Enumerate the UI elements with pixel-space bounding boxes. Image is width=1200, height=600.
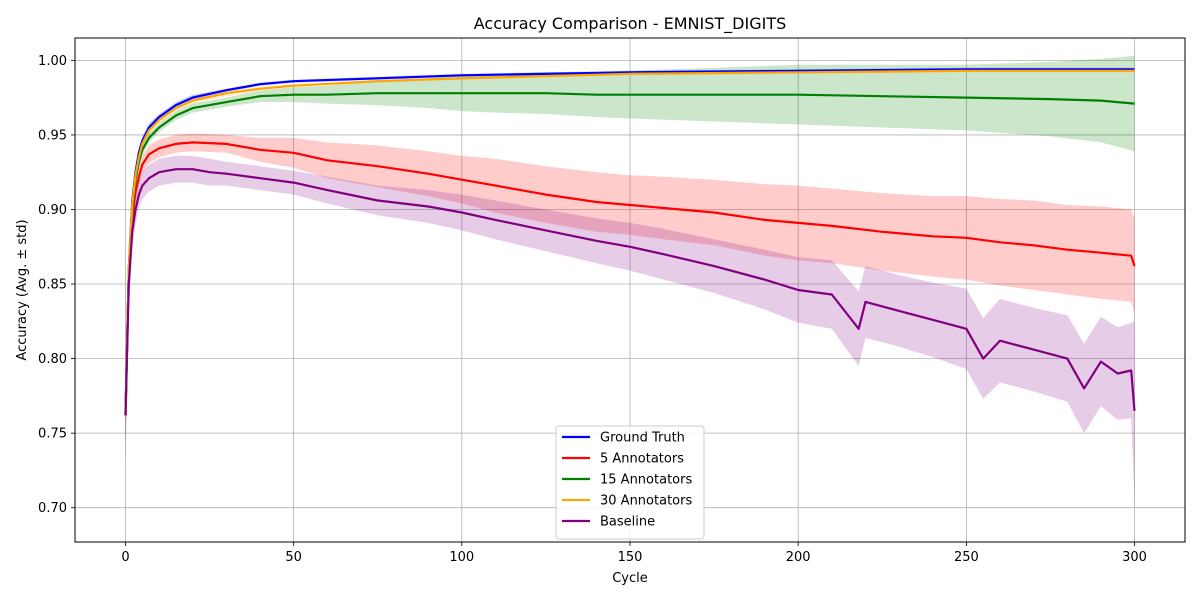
x-axis-title: Cycle (612, 571, 648, 586)
legend-label: Ground Truth (600, 431, 685, 446)
x-tick-label: 100 (449, 550, 474, 565)
y-tick-label: 0.75 (38, 427, 67, 442)
y-axis: 0.70 0.75 0.80 0.85 0.90 0.95 1.00 (38, 54, 75, 516)
grid (75, 38, 1185, 542)
series-lines (124, 68, 1136, 416)
y-tick-label: 1.00 (38, 54, 67, 69)
std-bands (125, 55, 1135, 501)
x-tick-label: 250 (954, 550, 979, 565)
series-line-30-annotators (124, 69, 1135, 416)
x-tick-label: 300 (1122, 550, 1147, 565)
legend-label: 5 Annotators (600, 452, 684, 467)
legend-label: 30 Annotators (600, 494, 692, 509)
x-axis: 0 50 100 150 200 250 300 (121, 542, 1147, 565)
y-tick-label: 0.95 (38, 128, 67, 143)
legend-box (555, 425, 705, 540)
std-band-15-annotators (125, 55, 1135, 446)
series-line-15-annotators (124, 92, 1135, 416)
series-line-baseline (124, 168, 1136, 416)
x-tick-label: 50 (285, 550, 302, 565)
legend-label: Baseline (600, 515, 655, 530)
y-tick-label: 0.70 (38, 501, 67, 516)
series-line-5-annotators (124, 141, 1136, 416)
plot-area: 0 50 100 150 200 250 300 0.700.750.800.850.900… (38, 37, 1186, 565)
y-tick-label: 0.90 (38, 203, 67, 218)
std-band-baseline (125, 155, 1135, 501)
chart-title: Accuracy Comparison - EMNIST_DIGITS (474, 14, 787, 34)
x-tick-label: 200 (786, 550, 811, 565)
legend: Ground Truth 5 Annotators 15 Annotators 30 … (555, 425, 705, 540)
y-axis-title: Accuracy (Avg. ± std) (15, 219, 30, 360)
y-tick-label: 0.85 (38, 278, 67, 293)
legend-label: 15 Annotators (600, 473, 692, 488)
x-tick-label: 150 (618, 550, 643, 565)
std-band-5-annotators (125, 133, 1135, 460)
x-tick-label: 0 (121, 550, 129, 565)
y-tick-label: 0.80 (38, 352, 67, 367)
